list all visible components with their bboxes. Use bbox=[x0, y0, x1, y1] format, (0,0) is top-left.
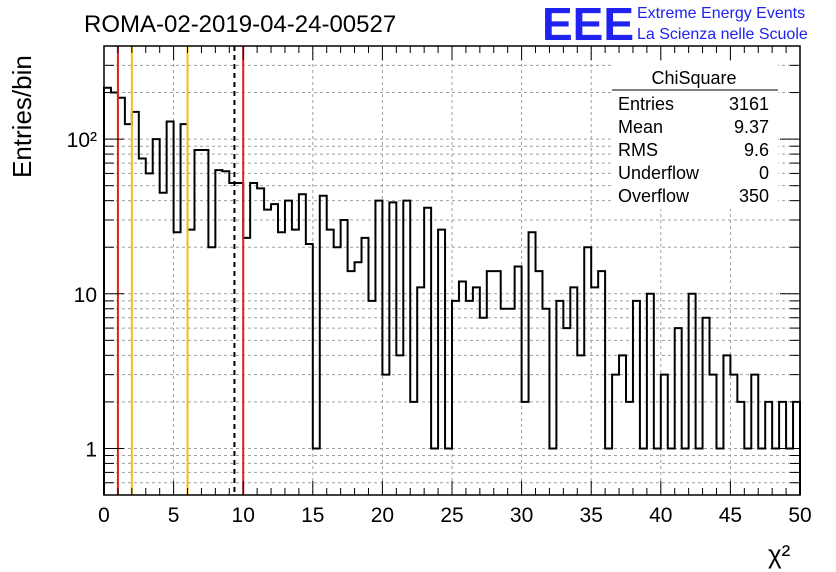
eee-logo-mark: EEE bbox=[542, 0, 634, 50]
y-tick-label: 10 bbox=[74, 284, 97, 307]
x-tick-label: 15 bbox=[301, 504, 324, 527]
histogram-series bbox=[103, 86, 801, 495]
x-tick-label: 45 bbox=[719, 504, 742, 527]
stats-row-value: 9.37 bbox=[734, 117, 769, 137]
y-tick-label: 10² bbox=[67, 129, 97, 152]
stats-rows: Entries 3161 Mean 9.37 RMS 9.6 Underflow 0 Overf… bbox=[618, 94, 769, 206]
stats-row-label: Overflow bbox=[618, 186, 690, 206]
chart-title: ROMA-02-2019-04-24-00527 bbox=[84, 11, 396, 38]
y-axis-label: Entries/bin bbox=[7, 55, 37, 178]
y-tick-labels: 1 10 10² bbox=[67, 129, 97, 461]
stats-row-value: 0 bbox=[759, 163, 769, 183]
stats-row-label: Underflow bbox=[618, 163, 700, 183]
x-tick-label: 10 bbox=[232, 504, 255, 527]
stats-box-bg bbox=[612, 63, 778, 209]
x-tick-label: 30 bbox=[510, 504, 533, 527]
x-tick-label: 25 bbox=[440, 504, 463, 527]
eee-logo: EEE Extreme Energy Events La Scienza nel… bbox=[542, 0, 808, 50]
x-tick-label: 20 bbox=[371, 504, 394, 527]
x-tick-label: 5 bbox=[168, 504, 180, 527]
stats-row-label: RMS bbox=[618, 140, 658, 160]
y-tick-label: 1 bbox=[85, 438, 97, 461]
stats-box: ChiSquare Entries 3161 Mean 9.37 RMS 9.6 Under… bbox=[612, 63, 778, 209]
x-tick-labels: 0 5 10 15 20 25 30 35 40 45 50 bbox=[98, 504, 812, 527]
stats-row-label: Mean bbox=[618, 117, 663, 137]
eee-logo-line2: La Scienza nelle Scuole bbox=[637, 26, 808, 43]
stats-title: ChiSquare bbox=[651, 68, 736, 88]
eee-logo-line1: Extreme Energy Events bbox=[637, 5, 805, 22]
stats-row-value: 3161 bbox=[729, 94, 769, 114]
x-tick-label: 35 bbox=[580, 504, 603, 527]
stats-row-value: 9.6 bbox=[744, 140, 769, 160]
x-axis-label: χ² bbox=[768, 539, 791, 569]
x-tick-label: 40 bbox=[649, 504, 672, 527]
x-tick-label: 50 bbox=[788, 504, 811, 527]
axis-ticks bbox=[103, 46, 801, 495]
marker-lines bbox=[116, 46, 245, 495]
x-tick-label: 0 bbox=[98, 504, 110, 527]
stats-row-label: Entries bbox=[618, 94, 674, 114]
stats-row-value: 350 bbox=[739, 186, 769, 206]
